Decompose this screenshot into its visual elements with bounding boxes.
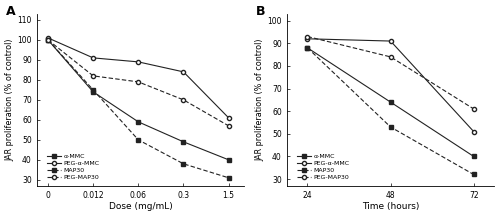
PEG-α-MMC [304, 38, 310, 40]
Legend: α-MMC, PEG-α-MMC, MAP30, PEG-MAP30: α-MMC, PEG-α-MMC, MAP30, PEG-MAP30 [296, 152, 351, 181]
MAP30 [388, 126, 394, 128]
Line: PEG-α-MMC: PEG-α-MMC [46, 36, 230, 120]
PEG-MAP30 [90, 75, 96, 77]
Text: B: B [256, 5, 265, 18]
α-MMC [90, 90, 96, 93]
α-MMC [45, 39, 51, 41]
PEG-α-MMC [226, 117, 232, 119]
Text: A: A [6, 5, 15, 18]
PEG-MAP30 [136, 81, 141, 83]
PEG-MAP30 [45, 39, 51, 41]
PEG-α-MMC [90, 57, 96, 59]
α-MMC [388, 101, 394, 104]
PEG-α-MMC [45, 37, 51, 39]
PEG-MAP30 [226, 125, 232, 127]
Line: MAP30: MAP30 [306, 46, 476, 177]
α-MMC [226, 159, 232, 161]
MAP30 [304, 46, 310, 49]
Line: PEG-α-MMC: PEG-α-MMC [306, 37, 476, 134]
PEG-MAP30 [304, 35, 310, 38]
Line: α-MMC: α-MMC [46, 38, 230, 162]
α-MMC [470, 155, 476, 158]
MAP30 [470, 173, 476, 176]
MAP30 [45, 39, 51, 41]
MAP30 [226, 176, 232, 179]
MAP30 [180, 163, 186, 165]
PEG-MAP30 [388, 56, 394, 58]
Line: PEG-MAP30: PEG-MAP30 [46, 38, 230, 128]
α-MMC [304, 46, 310, 49]
Line: MAP30: MAP30 [46, 38, 230, 180]
PEG-α-MMC [388, 40, 394, 42]
Line: PEG-MAP30: PEG-MAP30 [306, 35, 476, 111]
PEG-α-MMC [136, 61, 141, 63]
X-axis label: Time (hours): Time (hours) [362, 202, 420, 211]
Line: α-MMC: α-MMC [306, 46, 476, 158]
PEG-MAP30 [180, 99, 186, 101]
α-MMC [180, 141, 186, 143]
MAP30 [136, 138, 141, 141]
Y-axis label: JAR proliferation (% of control): JAR proliferation (% of control) [256, 39, 264, 161]
Legend: α-MMC, PEG-α-MMC, MAP30, PEG-MAP30: α-MMC, PEG-α-MMC, MAP30, PEG-MAP30 [46, 152, 101, 181]
PEG-α-MMC [180, 71, 186, 73]
MAP30 [90, 89, 96, 91]
Y-axis label: JAR proliferation (% of control): JAR proliferation (% of control) [6, 39, 15, 161]
X-axis label: Dose (mg/mL): Dose (mg/mL) [108, 202, 172, 211]
α-MMC [136, 120, 141, 123]
PEG-α-MMC [470, 130, 476, 133]
PEG-MAP30 [470, 108, 476, 110]
